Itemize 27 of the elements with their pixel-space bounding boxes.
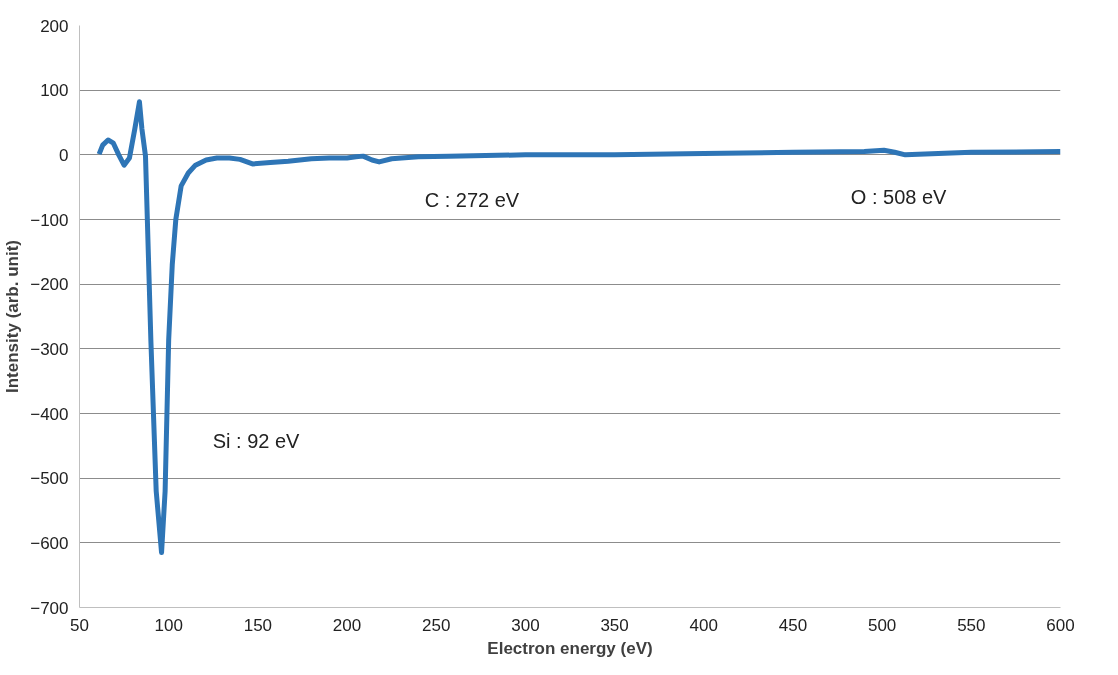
y-tick-label: −300 bbox=[30, 339, 69, 359]
x-tick-label: 300 bbox=[511, 615, 540, 635]
x-tick-label: 400 bbox=[689, 615, 718, 635]
x-axis-title: Electron energy (eV) bbox=[487, 638, 653, 658]
x-tick-label: 50 bbox=[70, 615, 89, 635]
y-tick-label: −400 bbox=[30, 404, 69, 424]
y-tick-label: −200 bbox=[30, 275, 69, 295]
x-tick-label: 350 bbox=[600, 615, 629, 635]
y-tick-label: −700 bbox=[30, 598, 69, 618]
x-tick-label: 250 bbox=[422, 615, 451, 635]
x-tick-label: 550 bbox=[957, 615, 986, 635]
x-tick-label: 450 bbox=[778, 615, 808, 635]
y-tick-label: 100 bbox=[40, 81, 69, 101]
x-tick-label: 200 bbox=[332, 615, 362, 635]
x-tick-label: 600 bbox=[1046, 615, 1075, 635]
y-tick-label: 0 bbox=[59, 145, 69, 165]
x-tick-label: 500 bbox=[867, 615, 897, 635]
y-tick-label: −500 bbox=[30, 469, 69, 489]
y-axis-title: Intensity (arb. unit) bbox=[3, 240, 23, 393]
x-tick-label: 150 bbox=[243, 615, 273, 635]
y-tick-label: −100 bbox=[30, 210, 69, 230]
x-tick-label: 100 bbox=[154, 615, 183, 635]
y-tick-label: 200 bbox=[40, 16, 69, 36]
annotation: O : 508 eV bbox=[850, 186, 948, 209]
annotation: C : 272 eV bbox=[424, 189, 520, 212]
y-tick-label: −600 bbox=[30, 533, 69, 553]
annotation: Si : 92 eV bbox=[212, 430, 301, 453]
